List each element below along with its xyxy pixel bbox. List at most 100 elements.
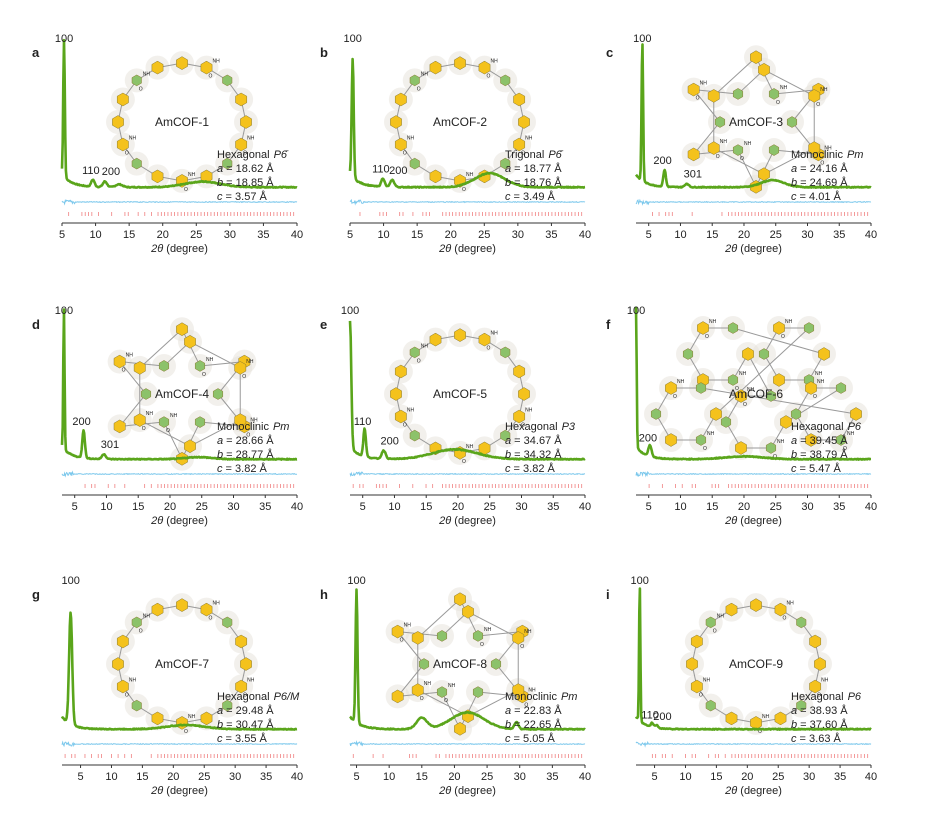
cell-param-equals: = xyxy=(511,163,524,175)
benzene-ring xyxy=(478,332,491,347)
cell-param-value: 37.60 Å xyxy=(810,718,849,731)
x-tick-label: 25 xyxy=(481,771,493,783)
symmetry-label: Trigonal P6̄ xyxy=(505,149,564,161)
cell-param-value: 38.93 Å xyxy=(810,704,849,717)
cell-param-value: 28.77 Å xyxy=(236,448,275,461)
difference-line xyxy=(349,740,586,747)
bond-line xyxy=(441,691,461,730)
cell-param-symbol: a xyxy=(791,705,797,717)
x-tick-label: 30 xyxy=(229,771,241,783)
x-tick-label: 40 xyxy=(579,501,591,513)
amide-nh-label: NH xyxy=(407,408,415,414)
x-tick-label: 5 xyxy=(646,229,652,241)
space-group: P3 xyxy=(562,421,576,433)
panel-g: g NH O NH O NH O NH O NH O AmCOF-7 5 10 15 20 25 30 35 40 2θ… xyxy=(32,575,303,797)
benzene-ring xyxy=(774,711,787,726)
cell-param-value: 5.47 Å xyxy=(809,462,841,475)
amide-o-label: O xyxy=(781,334,785,340)
benzene-ring xyxy=(411,631,424,645)
cell-param-equals: = xyxy=(223,463,236,475)
x-axis-label: 2θ (degree) xyxy=(724,243,782,255)
phenylene-ring xyxy=(500,429,511,442)
amide-nh-label: NH xyxy=(847,431,855,437)
symmetry-label: Hexagonal P6 xyxy=(791,421,862,433)
amide-nh-label: NH xyxy=(777,439,785,445)
cell-param-equals: = xyxy=(511,463,524,475)
benzene-ring xyxy=(758,63,770,77)
x-tick-label: 30 xyxy=(801,501,813,513)
phenylene-ring xyxy=(222,74,233,87)
crystal-system: Hexagonal xyxy=(791,421,844,433)
amide-nh-label: NH xyxy=(421,343,429,349)
bond-line xyxy=(417,689,469,717)
amide-o-label: O xyxy=(521,151,525,157)
cell-param-c: c = 5.05 Å xyxy=(505,732,556,745)
observed-pattern-line xyxy=(348,57,586,189)
benzene-ring xyxy=(850,407,862,421)
panel-b: b NH O NH O NH O NH O NH O AmCOF-2 5 10 15 20 25 30 35 40 2θ… xyxy=(320,33,591,255)
x-tick-label: 35 xyxy=(546,771,558,783)
cell-param-b: b = 34.32 Å xyxy=(505,448,562,461)
symmetry-label: Hexagonal P6/M xyxy=(217,691,300,703)
benzene-ring xyxy=(513,137,526,152)
amide-o-label: O xyxy=(166,428,170,434)
structure-3: NH O NH O NH O NH O NH O NH O AmCOF-4 xyxy=(107,317,258,471)
phenylene-ring xyxy=(705,699,716,712)
cell-param-c: c = 3.49 Å xyxy=(505,190,556,203)
x-axis-unit: (degree) xyxy=(451,243,496,255)
bond-line xyxy=(477,691,523,697)
structure-2: NH O NH O NH O NH O NH O NH O AmCOF-3 xyxy=(681,45,832,199)
x-axis-symbol: 2θ xyxy=(438,785,451,797)
panel-e: e NH O NH O NH O NH O NH O AmCOF-5 5 10 15 20 25 30 35 40 2θ… xyxy=(320,305,591,527)
framework-name: AmCOF-5 xyxy=(433,387,487,401)
benzene-ring xyxy=(814,657,826,671)
cell-param-equals: = xyxy=(223,733,236,745)
benzene-ring xyxy=(805,433,817,447)
cell-param-symbol: c xyxy=(505,191,511,203)
amide-nh-label: NH xyxy=(524,629,532,635)
cell-param-symbol: c xyxy=(505,733,511,745)
phenylene-ring xyxy=(131,157,142,170)
benzene-ring xyxy=(200,602,213,617)
cell-param-equals: = xyxy=(511,191,524,203)
difference-line xyxy=(61,740,298,748)
cell-param-equals: = xyxy=(511,705,524,717)
amide-o-label: O xyxy=(184,187,188,193)
amide-nh-label: NH xyxy=(780,85,788,91)
difference-line xyxy=(349,198,586,206)
benzene-ring xyxy=(429,60,442,75)
benzene-ring xyxy=(176,56,188,70)
amide-o-label: O xyxy=(740,156,744,162)
benzene-ring xyxy=(735,441,747,455)
crystal-system: Monoclinic xyxy=(791,149,843,161)
panel-label: c xyxy=(606,45,613,60)
benzene-ring xyxy=(725,711,738,726)
cell-param-value: 28.66 Å xyxy=(236,434,275,447)
amide-nh-label: NH xyxy=(762,714,770,720)
amide-nh-label: NH xyxy=(824,145,832,151)
peak-label: 200 xyxy=(102,166,120,178)
benzene-ring xyxy=(513,409,526,424)
amide-o-label: O xyxy=(820,160,824,166)
cell-param-value: 3.82 Å xyxy=(523,462,555,475)
cell-param-equals: = xyxy=(511,449,524,461)
bragg-ticks xyxy=(64,754,295,758)
phenylene-ring xyxy=(835,382,847,394)
amide-nh-label: NH xyxy=(129,678,137,684)
cell-param-symbol: b xyxy=(217,177,223,189)
benzene-ring xyxy=(116,634,129,649)
bond-line xyxy=(747,353,772,397)
bond-line xyxy=(732,327,825,355)
x-axis-unit: (degree) xyxy=(163,515,208,527)
amide-nh-label: NH xyxy=(170,413,178,419)
phenylene-ring xyxy=(695,434,707,446)
cell-param-equals: = xyxy=(797,449,810,461)
cell-param-value: 4.01 Å xyxy=(809,190,841,203)
amide-nh-label: NH xyxy=(720,139,728,145)
x-axis-symbol: 2θ xyxy=(438,243,451,255)
bond-line xyxy=(737,149,757,188)
x-tick-label: 15 xyxy=(420,501,432,513)
benzene-ring xyxy=(707,141,720,155)
space-group: P6̄ xyxy=(548,149,563,161)
peak-label: 301 xyxy=(684,168,702,180)
